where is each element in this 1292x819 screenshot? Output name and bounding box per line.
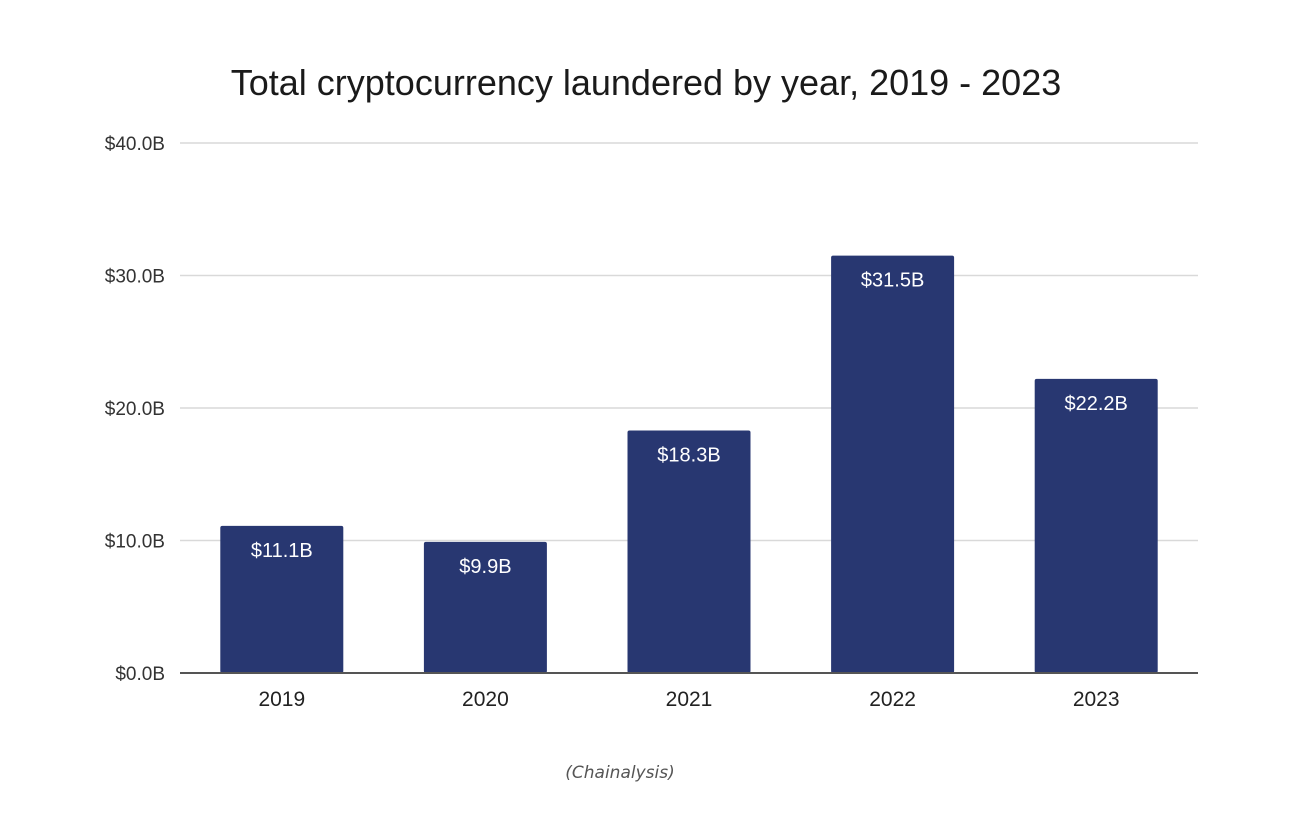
y-tick-label: $20.0B <box>105 399 165 420</box>
bar <box>627 430 751 673</box>
bar <box>423 541 547 673</box>
bar <box>1034 378 1158 673</box>
bar-data-label: $22.2B <box>1065 393 1128 415</box>
x-tick-label: 2022 <box>869 688 916 711</box>
bar <box>831 255 955 673</box>
chart-title: Total cryptocurrency laundered by year, … <box>231 62 1062 103</box>
bar-data-label: $11.1B <box>251 540 313 562</box>
y-tick-label: $10.0B <box>105 532 165 553</box>
x-tick-label: 2021 <box>666 688 713 711</box>
x-tick-label: 2023 <box>1073 688 1120 711</box>
y-tick-label: $30.0B <box>105 267 165 288</box>
y-tick-label: $0.0B <box>115 664 165 685</box>
x-tick-label: 2019 <box>258 688 305 711</box>
x-axis-tick-labels: 2019 2020 2021 2022 2023 <box>258 688 1119 711</box>
bar-data-label: $9.9B <box>459 556 511 578</box>
bar-data-label: $31.5B <box>861 270 924 292</box>
bars: $11.1B $9.9B $18.3B $31.5B $22.2B <box>220 255 1158 673</box>
y-tick-label: $40.0B <box>105 134 165 155</box>
x-tick-label: 2020 <box>462 688 509 711</box>
source-caption: (Chainalysis) <box>565 763 675 783</box>
y-axis-tick-labels: $0.0B $10.0B $20.0B $30.0B $40.0B <box>105 134 165 685</box>
bar <box>220 525 344 673</box>
bar-data-label: $18.3B <box>657 445 720 467</box>
